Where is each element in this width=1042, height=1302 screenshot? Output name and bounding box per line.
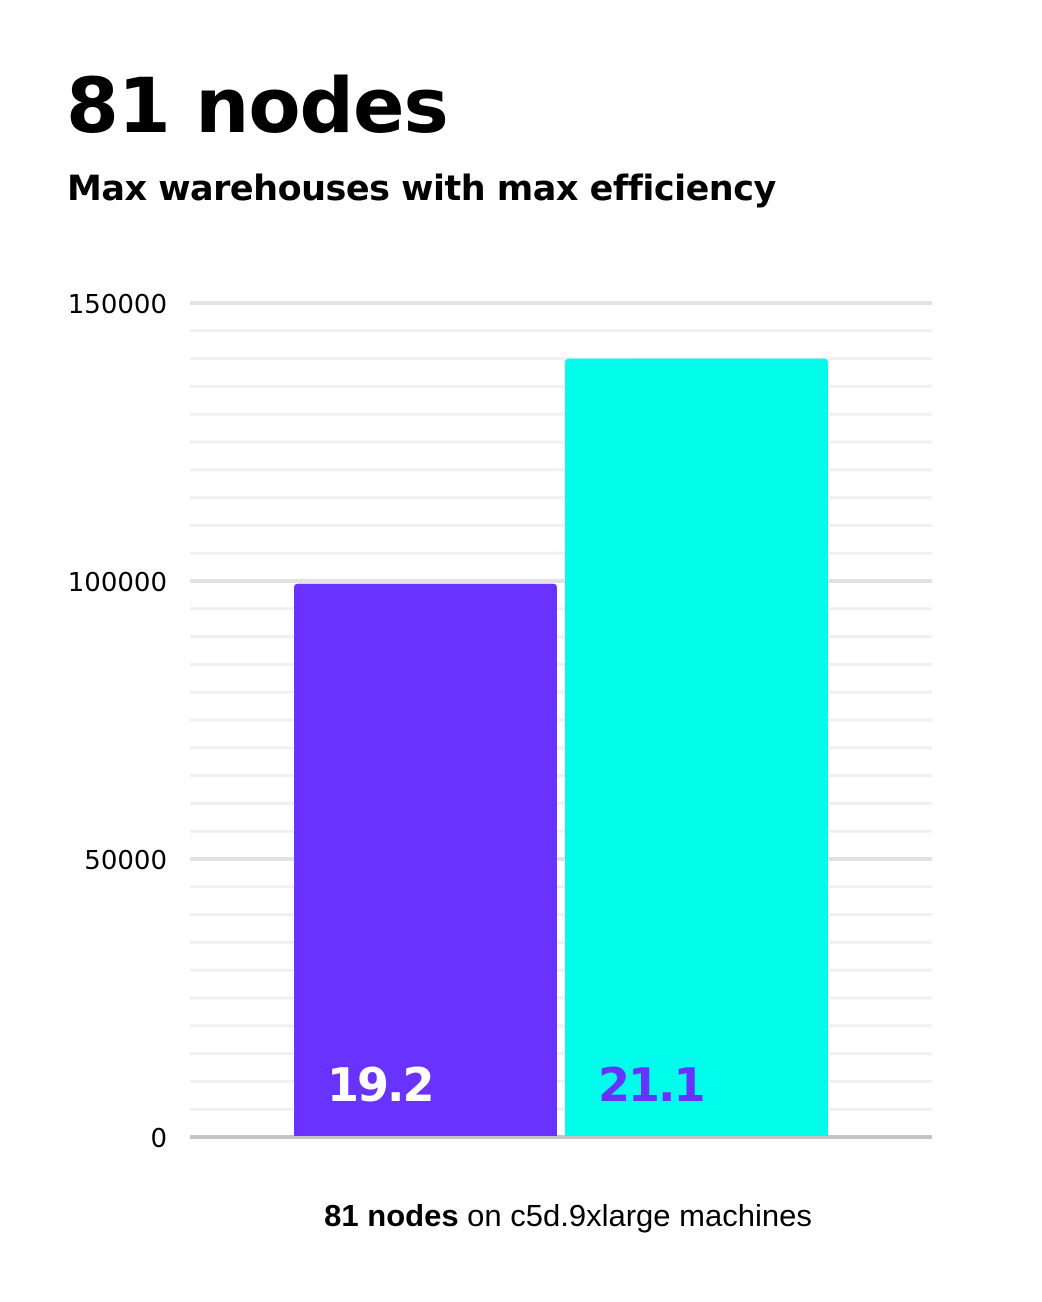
bar-data-label: 19.2: [327, 1058, 433, 1112]
chart-title: 81 nodes: [66, 61, 449, 150]
bar: [565, 358, 828, 1137]
y-tick-label: 150000: [68, 290, 167, 320]
x-axis-caption-bold: 81 nodes: [324, 1198, 459, 1233]
y-tick-label: 100000: [68, 568, 167, 598]
y-tick-label: 0: [150, 1124, 167, 1154]
x-axis-caption: 81 nodes on c5d.9xlarge machines: [0, 1198, 1042, 1234]
x-axis-caption-rest: on c5d.9xlarge machines: [458, 1198, 812, 1233]
chart-subtitle: Max warehouses with max efficiency: [67, 169, 776, 209]
y-tick-label: 50000: [84, 846, 167, 876]
bar-data-label: 21.1: [598, 1058, 704, 1112]
bar: [294, 583, 557, 1136]
